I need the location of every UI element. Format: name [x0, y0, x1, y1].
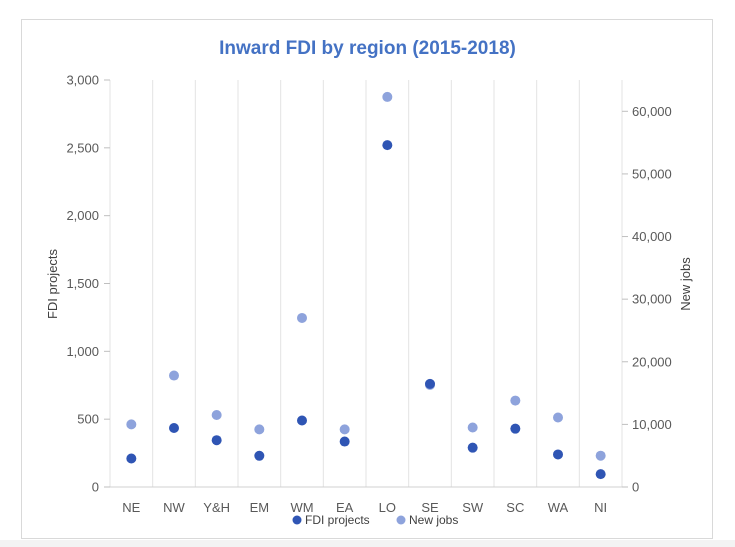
- new-jobs-point: [254, 424, 265, 435]
- x-tick-label: EA: [336, 500, 354, 515]
- left-tick-label: 500: [77, 412, 99, 427]
- new-jobs-point: [467, 422, 478, 433]
- right-tick-label: 50,000: [632, 166, 672, 181]
- x-tick-label: NW: [163, 500, 185, 515]
- legend-marker: [292, 515, 302, 525]
- left-tick-label: 1,000: [66, 344, 99, 359]
- right-tick-label: 10,000: [632, 417, 672, 432]
- x-tick-label: WA: [548, 500, 569, 515]
- chart-title: Inward FDI by region (2015-2018): [219, 38, 516, 59]
- fdi-projects-point: [169, 422, 179, 433]
- right-tick-label: 30,000: [632, 292, 672, 307]
- x-tick-label: SW: [462, 500, 484, 515]
- fdi-projects-point: [595, 469, 606, 480]
- x-tick-label: NI: [594, 500, 607, 515]
- right-axis-title: New jobs: [678, 257, 693, 311]
- fdi-projects-point: [425, 378, 435, 389]
- left-tick-label: 2,000: [66, 208, 99, 223]
- fdi-projects-point: [126, 453, 137, 464]
- legend-label: New jobs: [409, 513, 458, 527]
- new-jobs-point: [339, 424, 350, 435]
- right-tick-label: 40,000: [632, 229, 672, 244]
- right-tick-label: 20,000: [632, 354, 672, 369]
- new-jobs-point: [126, 419, 137, 430]
- x-tick-label: NE: [122, 500, 140, 515]
- fdi-projects-point: [339, 436, 350, 447]
- new-jobs-point: [211, 409, 222, 420]
- legend-marker: [396, 515, 406, 525]
- grid-lines: [109, 80, 623, 488]
- new-jobs-point: [169, 370, 179, 381]
- x-tick-label: SC: [506, 500, 524, 515]
- fdi-projects-point: [254, 450, 265, 461]
- right-tick-label: 60,000: [632, 104, 672, 119]
- right-axis-ticks: 0 10,000 20,000 30,000 40,000 50,000 60,000: [622, 104, 672, 495]
- x-tick-label: LO: [379, 500, 396, 515]
- new-jobs-point: [595, 450, 606, 461]
- data-points: [126, 91, 606, 480]
- left-tick-label: 0: [92, 480, 99, 495]
- left-axis-title: FDI projects: [45, 248, 60, 319]
- fdi-projects-point: [553, 449, 563, 460]
- x-tick-label: SE: [421, 500, 439, 515]
- right-tick-label: 0: [632, 480, 639, 495]
- x-tick-label: EM: [250, 500, 270, 515]
- left-axis-ticks: 0 500 1,000 1,500 2,000 2,500 3,000: [66, 73, 110, 495]
- x-axis-ticks: NE NW Y&H EM WM EA LO SE SW SC WA NI: [122, 500, 607, 515]
- new-jobs-point: [297, 312, 307, 323]
- fdi-projects-point: [382, 140, 393, 151]
- left-tick-label: 3,000: [66, 73, 99, 88]
- new-jobs-point: [553, 412, 563, 423]
- legend-label: FDI projects: [305, 513, 370, 527]
- fdi-projects-point: [510, 423, 521, 434]
- left-tick-label: 1,500: [66, 276, 99, 291]
- page-below-strip: [0, 540, 735, 547]
- new-jobs-point: [510, 395, 521, 406]
- legend: FDI projects New jobs: [292, 513, 458, 527]
- fdi-projects-point: [297, 415, 307, 426]
- new-jobs-point: [382, 91, 393, 102]
- fdi-projects-point: [467, 442, 478, 453]
- fdi-projects-point: [211, 435, 222, 446]
- x-tick-label: Y&H: [203, 500, 230, 515]
- x-tick-label: WM: [290, 500, 313, 515]
- left-tick-label: 2,500: [66, 140, 99, 155]
